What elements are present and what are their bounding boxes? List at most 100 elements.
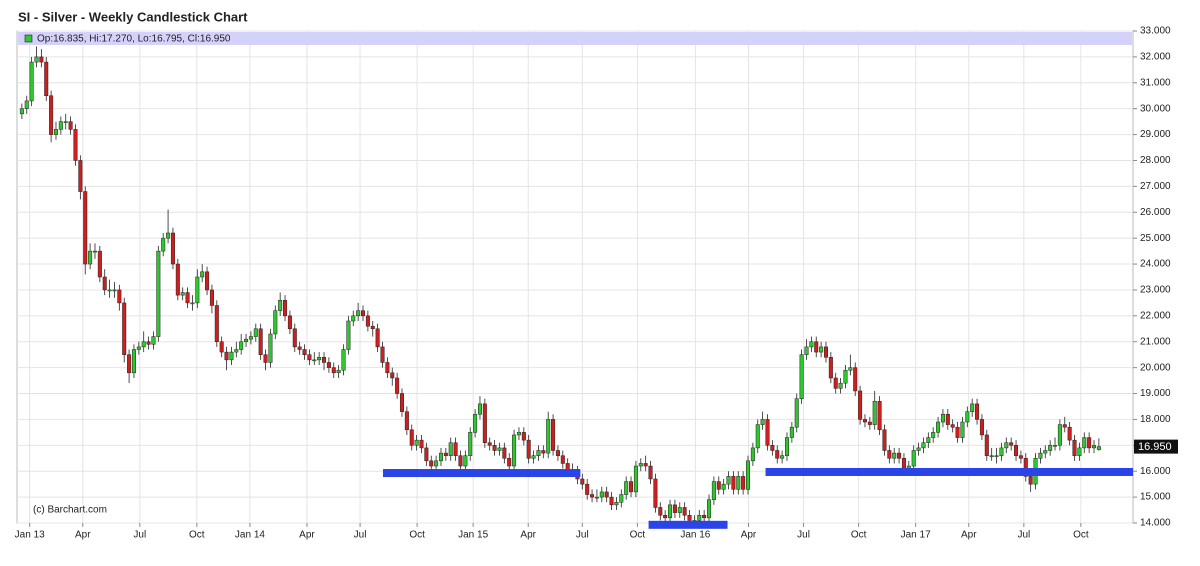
candle-body: [789, 426, 794, 438]
candle-body: [536, 450, 541, 456]
x-tick-label: Jan 16: [680, 530, 710, 541]
candle-body: [828, 357, 833, 379]
candle-body: [112, 289, 117, 292]
candle-body: [750, 447, 755, 462]
candle-body: [521, 432, 526, 441]
candle-body: [711, 481, 716, 500]
candle-body: [468, 432, 473, 456]
candle-body: [687, 514, 692, 521]
candle-body: [97, 250, 102, 278]
candle-body: [88, 250, 93, 265]
candle-body: [297, 346, 302, 350]
candle-body: [244, 338, 249, 342]
candle-body: [248, 336, 253, 340]
candle-body: [351, 315, 356, 322]
candle-body: [1043, 450, 1048, 454]
candle-body: [92, 250, 97, 253]
y-tick-label: 28.000: [1140, 155, 1171, 166]
candle-body: [419, 439, 424, 449]
x-tick-label: Oct: [851, 530, 867, 541]
candle-body: [794, 398, 799, 428]
candle-body: [146, 341, 151, 345]
candle-body: [741, 476, 746, 490]
candle-body: [502, 447, 507, 459]
candle-body: [190, 302, 195, 305]
candle-body: [361, 310, 366, 317]
y-tick-label: 31.000: [1140, 77, 1171, 88]
candle-body: [1092, 445, 1097, 449]
candle-body: [858, 390, 863, 420]
candle-body: [823, 346, 828, 358]
candle-body: [726, 476, 731, 485]
x-tick-label: Oct: [189, 530, 205, 541]
x-tick-label: Jul: [797, 530, 810, 541]
candle-body: [668, 504, 673, 519]
y-tick-label: 27.000: [1140, 181, 1171, 192]
y-tick-label: 26.000: [1140, 207, 1171, 218]
candle-body: [331, 367, 336, 374]
candle-body: [721, 483, 726, 490]
candle-body: [414, 439, 419, 446]
candle-body: [770, 445, 775, 451]
candle-body: [307, 354, 312, 361]
chart-title: SI - Silver - Weekly Candlestick Chart: [18, 9, 248, 24]
grid: [17, 30, 1133, 524]
candle-body: [1067, 426, 1072, 441]
candle-body: [1028, 476, 1033, 485]
candle-body: [848, 367, 853, 371]
candle-body: [268, 333, 273, 363]
candle-body: [24, 100, 29, 109]
candle-body: [107, 289, 112, 292]
candle-body: [804, 346, 809, 355]
candle-body: [34, 56, 39, 63]
candle-body: [1062, 424, 1067, 428]
candle-body: [141, 341, 146, 348]
legend-swatch: [24, 34, 33, 43]
candle-body: [682, 507, 687, 516]
y-tick-label: 21.000: [1140, 336, 1171, 347]
candle-body: [44, 61, 49, 96]
candle-body: [68, 121, 73, 130]
candle-body: [745, 460, 751, 490]
x-tick-label: Apr: [741, 530, 757, 541]
candle-body: [585, 483, 590, 495]
candle-body: [78, 160, 83, 192]
candle-body: [560, 455, 565, 464]
candle-body: [29, 61, 34, 102]
x-tick-label: Jan 17: [901, 530, 931, 541]
candle-body: [614, 502, 619, 506]
y-tick-label: 15.000: [1140, 492, 1171, 503]
candle-body: [960, 421, 965, 438]
y-tick-label: 18.000: [1140, 414, 1171, 425]
y-tick-label: 29.000: [1140, 129, 1171, 140]
candle-body: [58, 121, 63, 130]
candle-body: [702, 514, 707, 519]
candle-body: [755, 424, 760, 449]
candle-body: [209, 289, 214, 306]
candle-body: [151, 336, 156, 345]
x-tick-label: Oct: [409, 530, 425, 541]
candle-body: [599, 491, 604, 498]
candle-body: [1077, 447, 1082, 456]
y-tick-label: 32.000: [1140, 52, 1171, 63]
y-tick-label: 16.000: [1140, 466, 1171, 477]
candle-body: [122, 302, 127, 355]
candle-body: [707, 499, 712, 519]
candle-body: [302, 349, 307, 355]
candle-body: [936, 421, 941, 433]
x-tick-label: Jul: [1017, 530, 1030, 541]
candle-body: [526, 439, 531, 459]
candle-body: [984, 434, 989, 456]
candle-body: [916, 447, 921, 451]
candle-body: [945, 413, 950, 425]
x-tick-label: Jul: [576, 530, 589, 541]
x-tick-label: Jan 14: [235, 530, 265, 541]
candle-body: [989, 455, 994, 457]
candle-body: [404, 411, 409, 431]
candle-body: [161, 237, 166, 252]
candle-body: [195, 276, 200, 304]
candle-body: [999, 447, 1004, 456]
candle-body: [214, 305, 219, 342]
candle-body: [487, 442, 492, 446]
legend-band: [18, 32, 1132, 45]
